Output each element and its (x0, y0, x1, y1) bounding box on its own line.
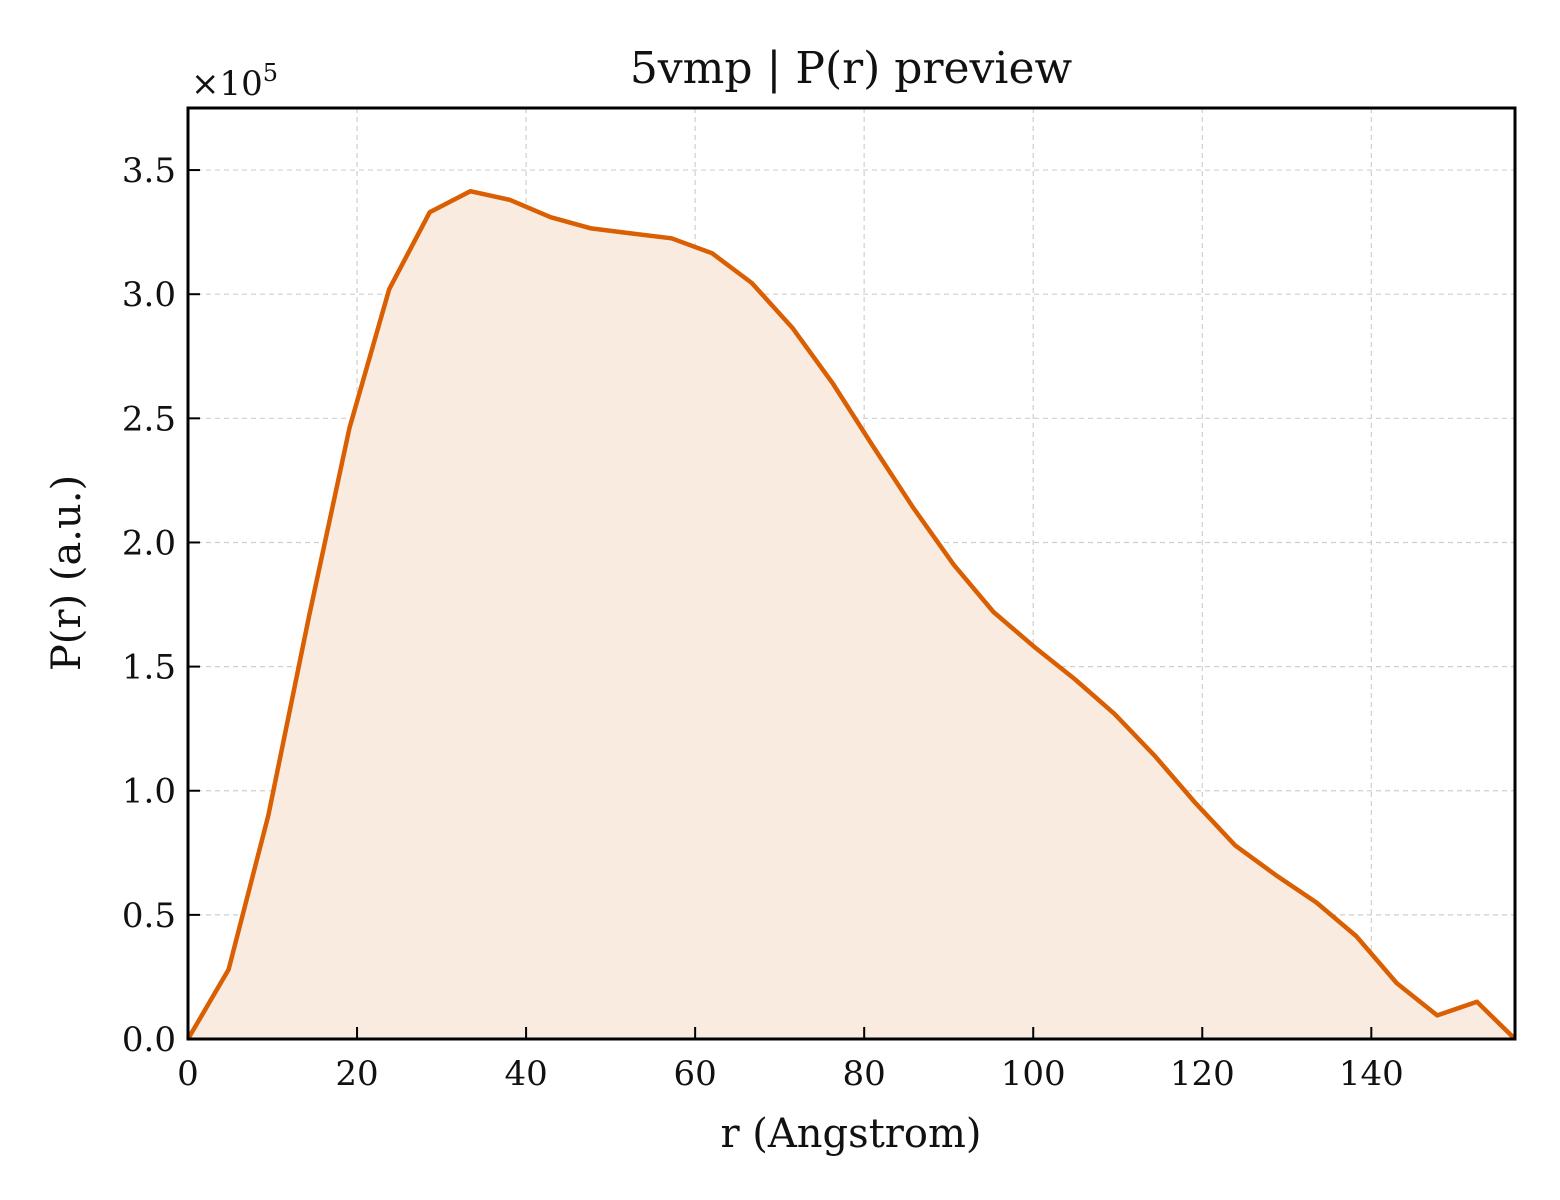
x-tick-label: 80 (843, 1054, 886, 1094)
x-tick-label: 60 (674, 1054, 717, 1094)
x-axis-label: r (Angstrom) (720, 1111, 981, 1157)
y-axis-label: P(r) (a.u.) (44, 475, 90, 671)
x-tick-label: 20 (335, 1054, 378, 1094)
y-tick-label: 0.0 (122, 1020, 176, 1060)
y-multiplier-label: ×105 (191, 59, 278, 104)
x-tick-label: 100 (1001, 1054, 1066, 1094)
pr-area-fill (188, 191, 1515, 1039)
y-tick-label: 2.5 (122, 399, 176, 439)
x-tick-label: 0 (177, 1054, 199, 1094)
y-tick-label: 3.5 (122, 151, 176, 191)
x-tick-labels: 0 20 40 60 80 100 120 140 (177, 1054, 1404, 1094)
y-tick-label: 3.0 (122, 275, 176, 315)
y-tick-label: 2.0 (122, 523, 176, 563)
y-tick-label: 1.0 (122, 772, 176, 812)
pr-series-line (186, 188, 1517, 1041)
y-tick-labels: 0.0 0.5 1.0 1.5 2.0 2.5 3.0 3.5 (122, 151, 176, 1060)
y-tick-label: 0.5 (122, 896, 176, 936)
chart-title: 5vmp | P(r) preview (630, 43, 1073, 94)
x-tick-label: 140 (1339, 1054, 1404, 1094)
x-tick-label: 40 (504, 1054, 547, 1094)
y-tick-label: 1.5 (122, 648, 176, 688)
x-tick-label: 120 (1170, 1054, 1235, 1094)
plot-frame (186, 106, 1517, 1041)
